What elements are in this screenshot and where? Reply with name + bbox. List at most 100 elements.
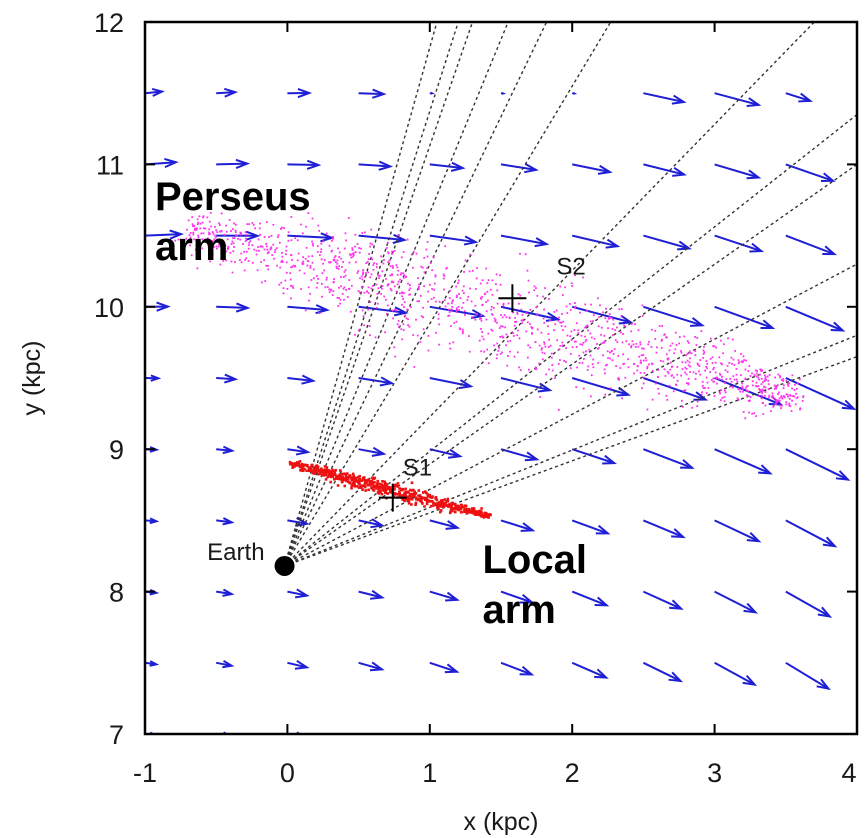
arrow-shaft — [287, 234, 332, 239]
arm-point — [278, 283, 281, 286]
arm-point — [393, 250, 396, 252]
arm-point — [611, 334, 614, 337]
arm-point — [764, 374, 766, 377]
arm-point — [566, 334, 569, 337]
arrow-head — [315, 304, 331, 315]
arm-point — [754, 369, 757, 372]
arm-point — [208, 228, 211, 231]
arm-point — [320, 473, 324, 477]
arm-point — [289, 297, 292, 300]
arm-point — [452, 507, 456, 510]
arm-point — [418, 494, 422, 497]
arm-point — [383, 485, 386, 488]
arm-point — [443, 275, 446, 277]
arm-point — [421, 491, 425, 494]
arm-point — [321, 283, 323, 285]
arm-point — [760, 377, 763, 380]
arm-point — [732, 386, 734, 389]
arm-point — [373, 262, 376, 265]
arm-point — [311, 217, 314, 220]
arm-point — [606, 363, 608, 366]
arm-point — [525, 312, 527, 315]
arm-point — [300, 288, 302, 290]
arm-point — [622, 353, 625, 356]
arm-point — [582, 341, 585, 344]
arm-point — [771, 394, 774, 397]
arm-point — [625, 340, 628, 343]
arm-point — [376, 302, 379, 305]
velocity-arrow — [501, 733, 504, 734]
arm-point — [358, 251, 361, 254]
arm-point — [686, 359, 689, 362]
arm-point — [371, 243, 374, 246]
arm-point — [585, 350, 587, 353]
arrow-head — [742, 748, 754, 757]
arm-point — [449, 347, 452, 350]
arm-point — [409, 306, 412, 308]
arm-point — [761, 369, 764, 372]
arm-point — [203, 238, 206, 241]
arm-point — [655, 351, 658, 354]
arm-point — [611, 350, 613, 352]
arm-point — [685, 368, 688, 370]
arm-point — [335, 265, 338, 268]
arrow-head — [798, 92, 814, 103]
y-tick-label: 10 — [94, 293, 124, 323]
velocity-arrow — [785, 733, 788, 734]
arm-point — [660, 338, 663, 341]
arm-point — [602, 311, 604, 314]
arm-point — [451, 306, 454, 308]
arm-point — [455, 285, 458, 288]
arm-point — [737, 362, 740, 365]
arm-point — [733, 378, 736, 381]
arm-point — [641, 387, 643, 390]
arm-point — [381, 480, 384, 483]
velocity-arrow — [500, 234, 550, 248]
arm-point — [232, 250, 235, 253]
arm-point — [277, 234, 280, 236]
arm-point — [605, 307, 607, 310]
arm-point — [370, 256, 373, 259]
arm-point — [420, 498, 423, 502]
arm-point — [741, 385, 744, 388]
arm-point — [494, 319, 497, 321]
arrow-head — [519, 594, 535, 604]
arm-point — [357, 481, 360, 485]
arm-point — [333, 470, 337, 474]
arm-point — [538, 362, 541, 365]
arm-point — [394, 308, 396, 311]
arrow-shaft — [287, 305, 328, 311]
arm-point — [358, 478, 362, 481]
arm-point — [687, 364, 690, 367]
arm-point — [665, 353, 668, 356]
arm-point — [349, 310, 352, 313]
arm-point — [712, 368, 715, 371]
arm-point — [458, 309, 461, 312]
arm-point — [326, 286, 329, 288]
arm-point — [600, 326, 603, 329]
arm-point — [459, 510, 463, 514]
velocity-arrow — [643, 733, 646, 734]
arm-point — [246, 223, 249, 226]
arm-point — [789, 405, 792, 407]
arm-point — [187, 219, 190, 222]
x-tick-label: -1 — [133, 758, 157, 788]
arm-point — [252, 224, 255, 226]
arm-point — [686, 352, 689, 355]
arm-point — [378, 275, 381, 277]
arm-point — [614, 329, 617, 332]
arrow-shaft — [856, 662, 857, 665]
arm-point — [463, 508, 467, 512]
velocity-arrow — [500, 91, 507, 95]
arm-point — [432, 256, 435, 259]
arrow-head — [760, 319, 776, 329]
velocity-arrow — [785, 305, 846, 332]
arm-point — [213, 234, 216, 237]
velocity-arrow — [358, 589, 385, 600]
arm-point — [301, 232, 304, 235]
arm-point — [462, 292, 465, 295]
arm-point — [369, 276, 372, 279]
arm-point — [302, 256, 304, 259]
arrow-shaft — [714, 448, 771, 475]
arm-point — [201, 238, 204, 241]
